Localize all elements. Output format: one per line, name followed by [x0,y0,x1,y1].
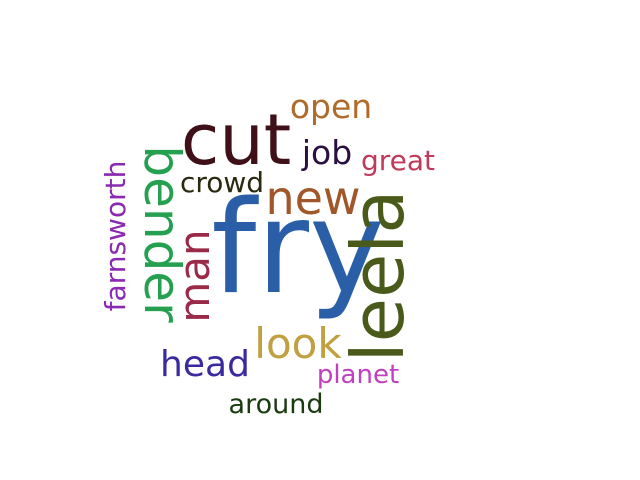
word-open: open [290,87,372,126]
word-head: head [160,344,250,385]
word-look: look [254,319,342,368]
word-planet: planet [317,360,399,390]
word-cut: cut [181,99,291,181]
word-farnsworth: farnsworth [99,161,132,312]
word-crowd: crowd [180,166,264,199]
word-bender: bender [133,145,191,323]
word-fry: fry [211,174,384,323]
word-great: great [361,144,435,177]
word-around: around [229,389,324,420]
word-leela: leela [336,190,420,363]
word-new: new [265,171,360,225]
word-job: job [301,133,352,172]
word-man: man [170,229,219,322]
